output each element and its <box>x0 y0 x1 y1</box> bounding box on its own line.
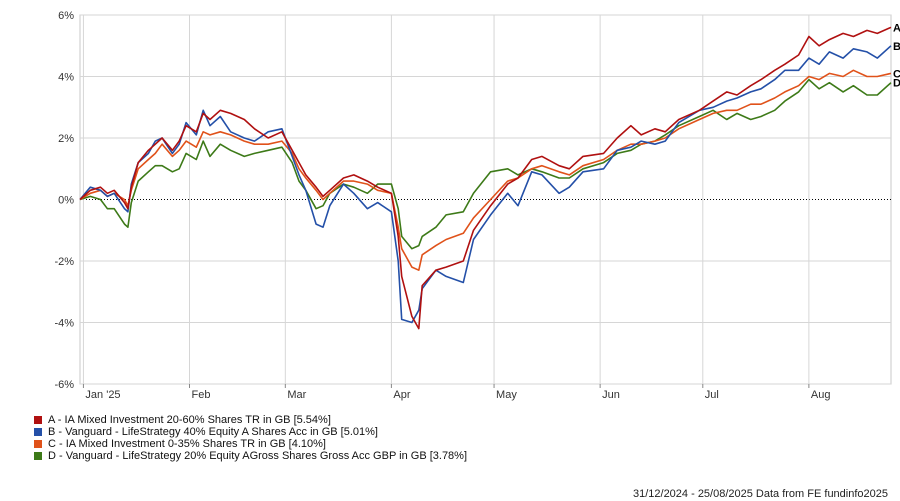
chart-legend: A - IA Mixed Investment 20-60% Shares TR… <box>34 414 467 462</box>
x-tick-label: Jul <box>705 389 719 401</box>
legend-label-c: C - IA Mixed Investment 0-35% Shares TR … <box>48 438 326 450</box>
series-line-c <box>79 69 892 271</box>
legend-item-c[interactable]: C - IA Mixed Investment 0-35% Shares TR … <box>34 438 467 450</box>
x-tick-label: Aug <box>811 389 831 401</box>
axis-layer: 6% 4% 2% 0% -2% -4% -6% Jan '25 Feb Mar Apr May Jun J… <box>54 10 830 401</box>
y-tick-label: 0% <box>58 195 74 207</box>
end-label-d: D <box>893 78 900 90</box>
series-line-b <box>79 45 892 324</box>
legend-label-b: B - Vanguard - LifeStrategy 40% Equity A… <box>48 426 378 438</box>
y-tick-label: -4% <box>54 318 74 330</box>
y-tick-label: -6% <box>54 379 74 391</box>
legend-swatch-c <box>34 440 42 448</box>
y-tick-label: 4% <box>58 72 74 84</box>
end-label-b: B <box>893 41 900 53</box>
grid-layer <box>79 14 892 385</box>
y-tick-label: 2% <box>58 133 74 145</box>
legend-swatch-b <box>34 428 42 436</box>
legend-item-a[interactable]: A - IA Mixed Investment 20-60% Shares TR… <box>34 414 467 426</box>
legend-swatch-a <box>34 416 42 424</box>
x-tick-label: May <box>496 389 517 401</box>
series-line-d <box>79 78 892 250</box>
legend-item-b[interactable]: B - Vanguard - LifeStrategy 40% Equity A… <box>34 426 467 438</box>
x-tick-label: Mar <box>287 389 306 401</box>
x-tick-label: Jan '25 <box>85 389 120 401</box>
legend-swatch-d <box>34 452 42 460</box>
legend-item-d[interactable]: D - Vanguard - LifeStrategy 20% Equity A… <box>34 450 467 462</box>
x-tick-label: Apr <box>393 389 410 401</box>
series-line-a <box>79 26 892 330</box>
legend-label-a: A - IA Mixed Investment 20-60% Shares TR… <box>48 414 331 426</box>
x-tick-label: Jun <box>602 389 620 401</box>
x-tick-label: Feb <box>192 389 211 401</box>
series-layer <box>79 26 892 330</box>
legend-label-d: D - Vanguard - LifeStrategy 20% Equity A… <box>48 450 468 462</box>
y-tick-label: 6% <box>58 10 74 22</box>
end-label-a: A <box>893 22 900 34</box>
y-tick-label: -2% <box>54 256 74 268</box>
end-label-c: C <box>893 68 900 80</box>
chart-footer-date-range: 31/12/2024 - 25/08/2025 Data from FE fun… <box>632 488 888 500</box>
end-label-layer: AB CD <box>893 22 900 89</box>
performance-line-chart: 6% 4% 2% 0% -2% -4% -6% Jan '25 Feb Mar Apr May Jun J… <box>54 10 900 401</box>
